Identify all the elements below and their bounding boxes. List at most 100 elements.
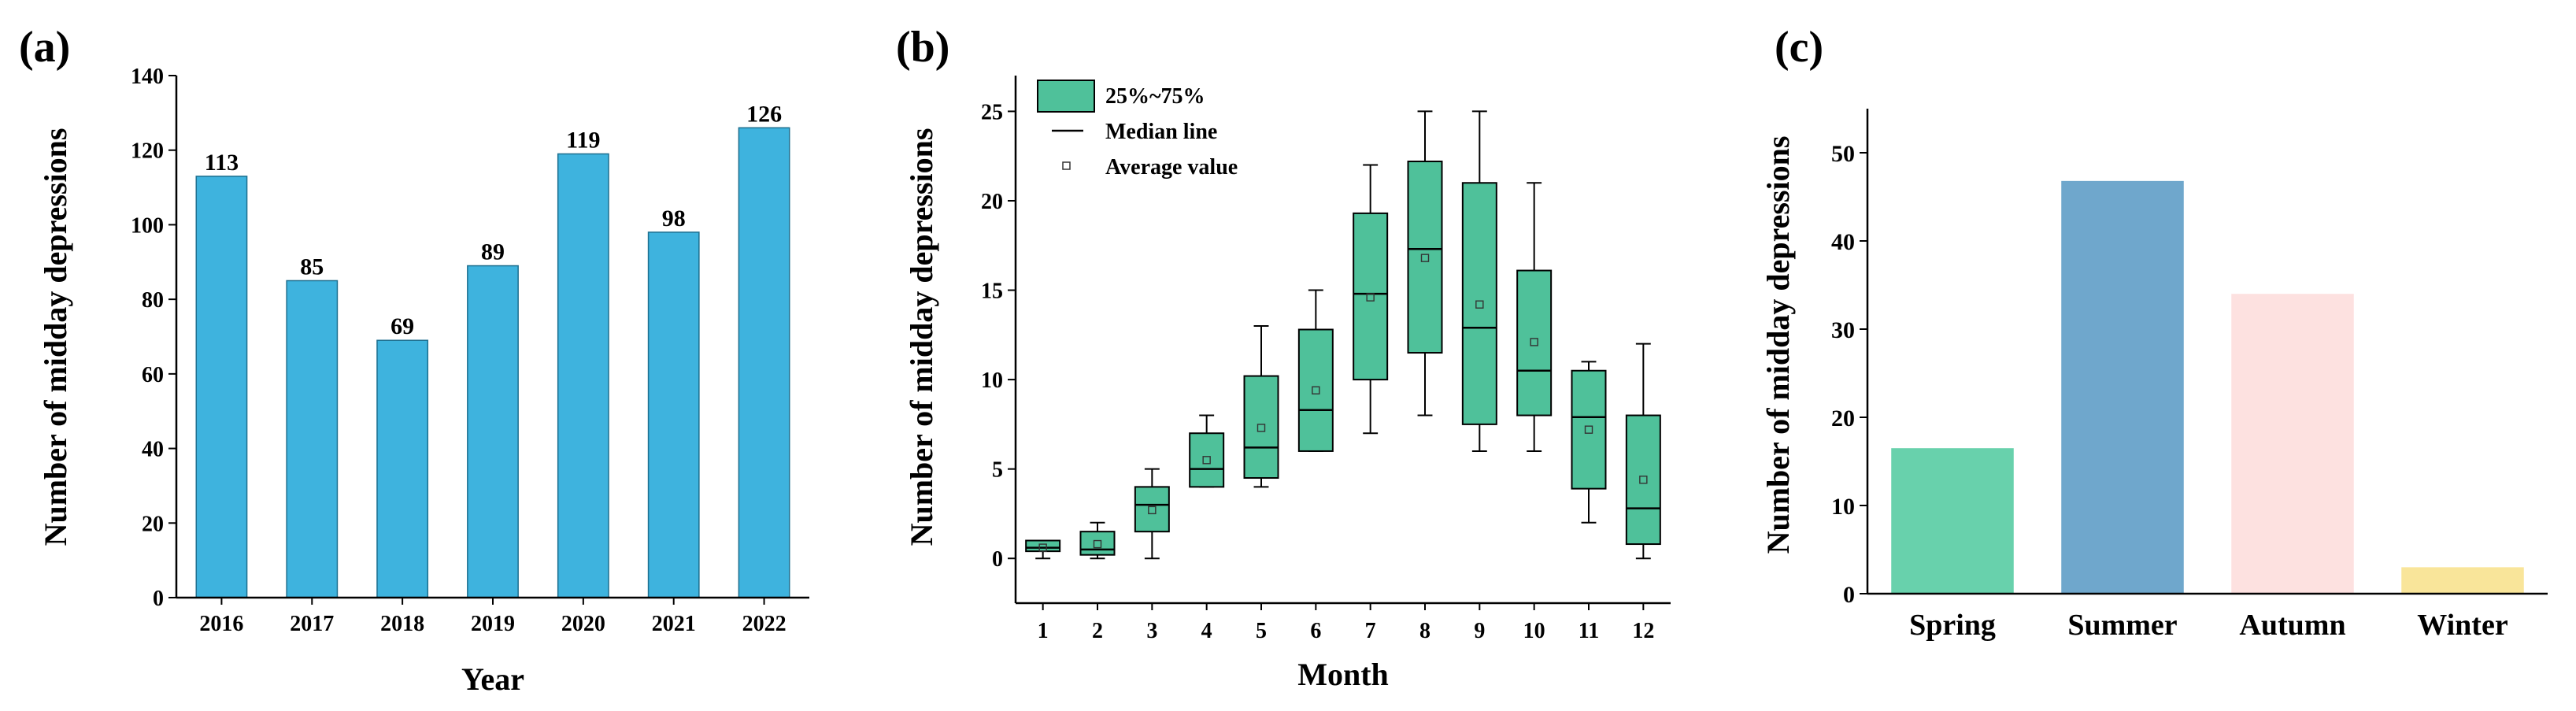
mean-marker [1202,456,1211,465]
y-tick-label-10: 10 [981,368,1003,393]
bar-2021 [647,231,700,598]
x-tick-label-2: 2 [1092,619,1103,643]
y-tick-label-30: 30 [1831,317,1855,343]
data-label-2016: 113 [205,150,239,176]
y-tick-label-20: 20 [142,512,164,536]
x-tick-label-2016: 2016 [199,612,243,636]
bar-2016 [195,176,248,598]
x-tick-label-2019: 2019 [471,612,515,636]
y-tick-label-120: 120 [131,139,164,164]
x-tick-label-2017: 2017 [290,612,334,636]
x-tick-label-2018: 2018 [380,612,424,636]
data-label-2020: 119 [566,127,600,153]
panel-b-boxes [1025,110,1661,560]
iqr-box [1625,414,1661,546]
bar-2018 [376,339,429,598]
x-tick-label-6: 6 [1310,619,1321,643]
iqr-box [1243,375,1279,480]
box-month-3 [1134,468,1170,560]
y-tick-label-20: 20 [1831,405,1855,431]
box-month-10 [1516,182,1553,452]
mean-marker [1639,476,1648,484]
panel-a-bars [195,127,790,598]
mean-marker [1530,338,1538,346]
data-label-2019: 89 [481,239,505,265]
data-label-2022: 126 [746,101,782,127]
legend-label-iqr: 25%~75% [1105,84,1205,109]
y-tick-label-0: 0 [153,587,164,611]
iqr-box [1571,369,1607,490]
y-tick-label-20: 20 [981,190,1003,214]
x-tick-label-summer: Summer [2067,609,2177,642]
panel-b-y-ticks: 0 5 10 15 20 25 [981,100,1016,572]
mean-marker [1257,424,1266,432]
iqr-box [1079,531,1116,556]
panel-c-x-ticks: Spring Summer Autumn Winter [1909,609,2508,642]
box-month-4 [1189,414,1225,488]
y-tick-label-40: 40 [1831,229,1855,255]
x-tick-label-10: 10 [1523,619,1545,643]
bar-2017 [286,280,339,598]
iqr-box [1353,212,1389,381]
bar-autumn [2231,294,2354,594]
panel-b-x-axis-title: Month [1297,657,1389,692]
legend-swatch-iqr [1037,80,1095,113]
x-tick-label-12: 12 [1632,619,1654,643]
mean-marker [1584,425,1593,434]
mean-marker [1312,386,1320,394]
box-month-12 [1625,343,1661,560]
iqr-box [1461,182,1497,425]
panel-a-x-ticks: 2016 2017 2018 2019 2020 2021 2022 [199,598,786,636]
mean-marker [1148,505,1157,515]
y-tick-label-60: 60 [142,363,164,387]
mean-marker [1038,543,1047,552]
y-tick-label-100: 100 [131,213,164,238]
x-tick-label-5: 5 [1256,619,1267,643]
panel-a-data-labels: 113 85 69 89 119 98 126 [205,101,782,339]
box-month-1 [1025,539,1061,560]
y-tick-label-40: 40 [142,438,164,462]
panel-c-seasonal-bar-chart: (c) 0 10 20 30 40 50 Spring Summer Autumn Winter… [1760,23,2548,642]
data-label-2018: 69 [390,313,414,339]
mean-marker [1475,300,1484,309]
x-tick-label-2021: 2021 [652,612,696,636]
iqr-box [1297,328,1334,452]
iqr-box [1516,269,1553,417]
x-tick-label-11: 11 [1579,619,1599,643]
mean-marker [1093,539,1102,549]
panel-a-y-axis-title: Number of midday depressions [38,128,73,546]
bar-2020 [557,153,609,598]
panel-c-tag: (c) [1775,23,1823,72]
x-tick-label-4: 4 [1201,619,1212,643]
panel-b-tag: (b) [896,23,949,72]
y-tick-label-25: 25 [981,100,1003,124]
bar-2022 [738,127,790,598]
panel-b-legend: 25%~75% Median line Average value [1037,80,1238,180]
x-tick-label-8: 8 [1419,619,1430,643]
x-tick-label-2022: 2022 [742,612,786,636]
x-tick-label-winter: Winter [2417,609,2508,642]
x-tick-label-2020: 2020 [561,612,605,636]
x-tick-label-1: 1 [1038,619,1049,643]
bar-spring [1891,448,2014,594]
x-tick-label-7: 7 [1365,619,1376,643]
x-tick-label-spring: Spring [1909,609,1996,642]
x-tick-label-9: 9 [1474,619,1485,643]
panel-b-x-ticks: 1 2 3 4 5 6 7 8 9 10 11 12 [1038,603,1654,643]
box-month-11 [1571,361,1607,524]
data-label-2017: 85 [300,254,324,280]
box-month-2 [1079,521,1116,560]
y-tick-label-140: 140 [131,65,164,89]
panel-a-tag: (a) [19,23,70,72]
box-month-8 [1407,110,1443,417]
data-label-2021: 98 [662,206,686,231]
y-tick-label-15: 15 [981,280,1003,304]
x-tick-label-autumn: Autumn [2239,609,2345,642]
box-month-6 [1297,289,1334,452]
y-tick-label-5: 5 [992,458,1003,483]
panel-c-y-axis-title: Number of midday depressions [1760,136,1796,554]
panel-a-yearly-bar-chart: (a) 113 85 69 89 119 98 126 0 20 40 60 80 100 120 140… [19,23,809,697]
bar-summer [2061,180,2184,594]
